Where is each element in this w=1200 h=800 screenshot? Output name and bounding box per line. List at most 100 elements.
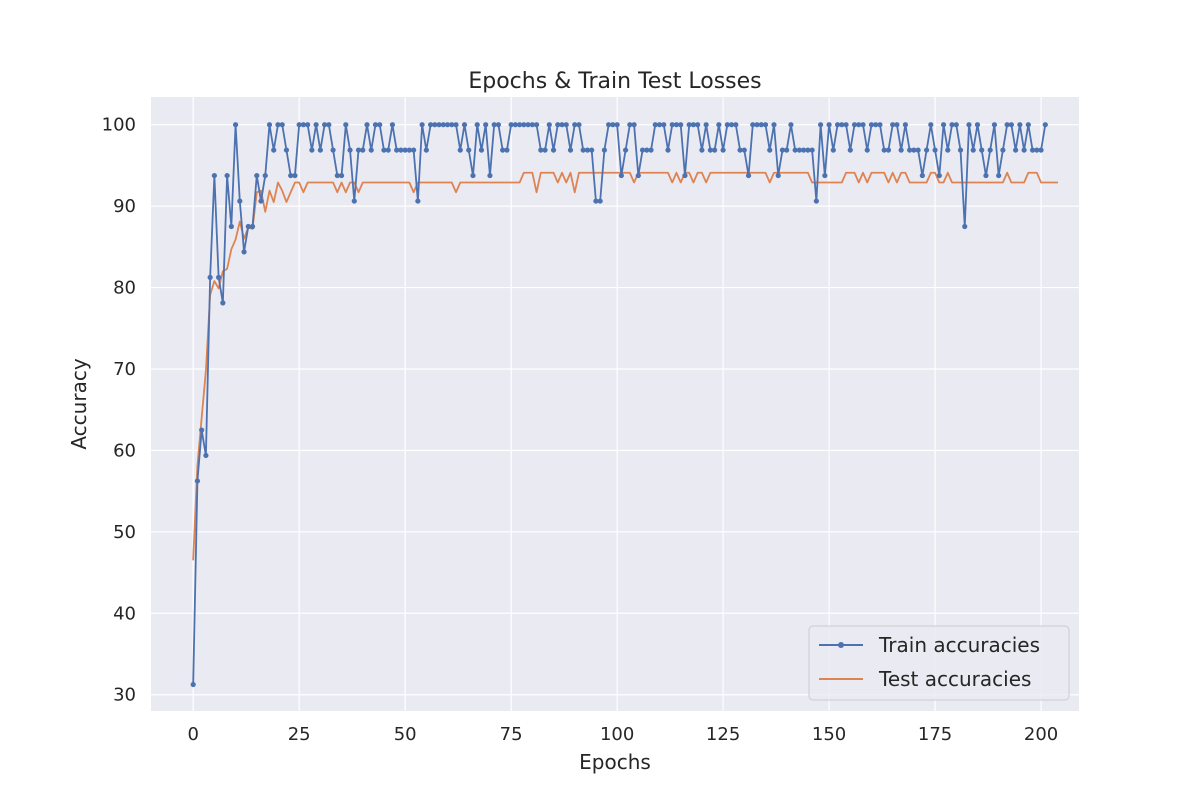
train-accuracy-point: [1029, 147, 1036, 153]
train-accuracy-point: [271, 147, 277, 153]
train-accuracy-point: [572, 122, 578, 128]
train-accuracy-point: [601, 147, 608, 153]
train-accuracy-point: [334, 172, 340, 179]
train-accuracy-point: [962, 223, 968, 230]
train-accuracy-point: [529, 122, 535, 128]
train-accuracy-point: [495, 122, 502, 128]
train-accuracy-point: [699, 147, 705, 153]
train-accuracy-point: [262, 172, 268, 179]
train-accuracy-point: [533, 122, 540, 128]
train-accuracy-point: [639, 147, 646, 153]
train-accuracy-point: [631, 122, 637, 128]
train-accuracy-point: [733, 122, 739, 128]
train-accuracy-point: [470, 172, 476, 179]
x-axis-label: Epochs: [579, 750, 651, 774]
train-accuracy-point: [521, 122, 527, 128]
train-accuracy-point: [894, 122, 900, 128]
train-accuracy-point: [296, 122, 302, 128]
train-accuracy-point: [856, 122, 862, 128]
x-tick-label: 125: [706, 724, 740, 745]
train-accuracy-point: [449, 122, 455, 128]
train-accuracy-point: [648, 147, 654, 153]
train-accuracy-point: [1013, 147, 1019, 153]
train-accuracy-point: [1025, 122, 1031, 128]
train-accuracy-point: [695, 122, 701, 128]
train-accuracy-point: [860, 122, 866, 128]
train-accuracy-point: [737, 147, 743, 153]
legend: Train accuracies Test accuracies: [808, 625, 1070, 701]
train-accuracy-point: [398, 147, 404, 153]
train-accuracy-point: [525, 122, 531, 128]
train-accuracy-point: [771, 122, 777, 128]
train-accuracy-point: [538, 147, 544, 153]
train-accuracy-point: [453, 122, 459, 128]
test-accuracy-line: [192, 171, 1059, 561]
train-accuracy-point: [228, 223, 234, 230]
train-accuracy-point: [936, 172, 942, 179]
x-tick-label: 0: [187, 724, 198, 745]
train-accuracy-point: [716, 122, 722, 128]
train-accuracy-point: [211, 172, 217, 179]
train-accuracy-point: [754, 122, 760, 128]
train-accuracy-point: [750, 122, 756, 128]
train-accuracy-point: [360, 147, 366, 153]
train-accuracy-point: [775, 172, 781, 179]
train-accuracy-point: [483, 122, 489, 128]
train-accuracy-point: [881, 147, 887, 153]
train-accuracy-point: [207, 274, 213, 280]
train-accuracy-point: [656, 122, 663, 128]
train-accuracy-point: [987, 147, 993, 153]
train-accuracy-point: [224, 172, 230, 179]
train-accuracy-point: [550, 147, 557, 153]
train-accuracy-point: [686, 122, 692, 128]
train-accuracy-point: [347, 147, 353, 153]
train-accuracy-point: [415, 198, 421, 204]
train-accuracy-point: [466, 147, 472, 153]
x-tick-label: 100: [600, 724, 634, 745]
x-tick-label: 200: [1024, 724, 1058, 745]
train-accuracy-point: [372, 122, 379, 128]
train-accuracy-point: [406, 147, 412, 153]
train-accuracy-point: [567, 147, 574, 153]
train-accuracy-point: [1004, 122, 1010, 128]
train-accuracy-point: [818, 122, 824, 128]
train-accuracy-point: [394, 147, 400, 153]
x-tick-label: 75: [500, 724, 523, 745]
train-accuracy-point: [1034, 147, 1040, 153]
train-accuracy-point: [555, 122, 561, 128]
train-accuracy-point: [436, 122, 442, 128]
train-accuracy-point: [593, 198, 599, 204]
train-accuracy-point: [517, 122, 523, 128]
train-accuracy-point: [868, 122, 875, 128]
train-accuracy-point: [979, 147, 985, 153]
train-accuracy-point: [1000, 147, 1006, 153]
train-accuracy-point: [474, 122, 480, 128]
train-accuracy-point: [606, 122, 612, 128]
y-tick-label: 70: [113, 359, 136, 380]
train-accuracy-point: [728, 122, 735, 128]
train-accuracy-point: [953, 122, 959, 128]
train-accuracy-point: [1038, 147, 1044, 153]
train-accuracy-point: [220, 300, 226, 306]
train-accuracy-point: [444, 122, 451, 128]
train-accuracy-point: [851, 122, 858, 128]
y-tick-label: 90: [113, 196, 136, 217]
train-accuracy-point: [504, 147, 510, 153]
x-tick-label: 175: [918, 724, 952, 745]
train-accuracy-point: [661, 122, 667, 128]
train-accuracy-point: [249, 223, 256, 230]
train-accuracy-point: [919, 172, 925, 179]
train-accuracy-point: [983, 172, 989, 179]
train-accuracy-point: [932, 147, 938, 153]
train-accuracy-point: [190, 681, 196, 688]
train-accuracy-point: [199, 427, 205, 433]
train-accuracy-point: [283, 147, 290, 153]
legend-test-label: Test accuracies: [878, 667, 1031, 691]
y-tick-label: 30: [113, 685, 136, 706]
train-accuracy-point: [614, 122, 620, 128]
train-accuracy-point: [822, 172, 828, 179]
train-accuracy-point: [885, 147, 892, 153]
train-accuracy-point: [898, 147, 904, 153]
train-accuracy-point: [949, 122, 955, 128]
